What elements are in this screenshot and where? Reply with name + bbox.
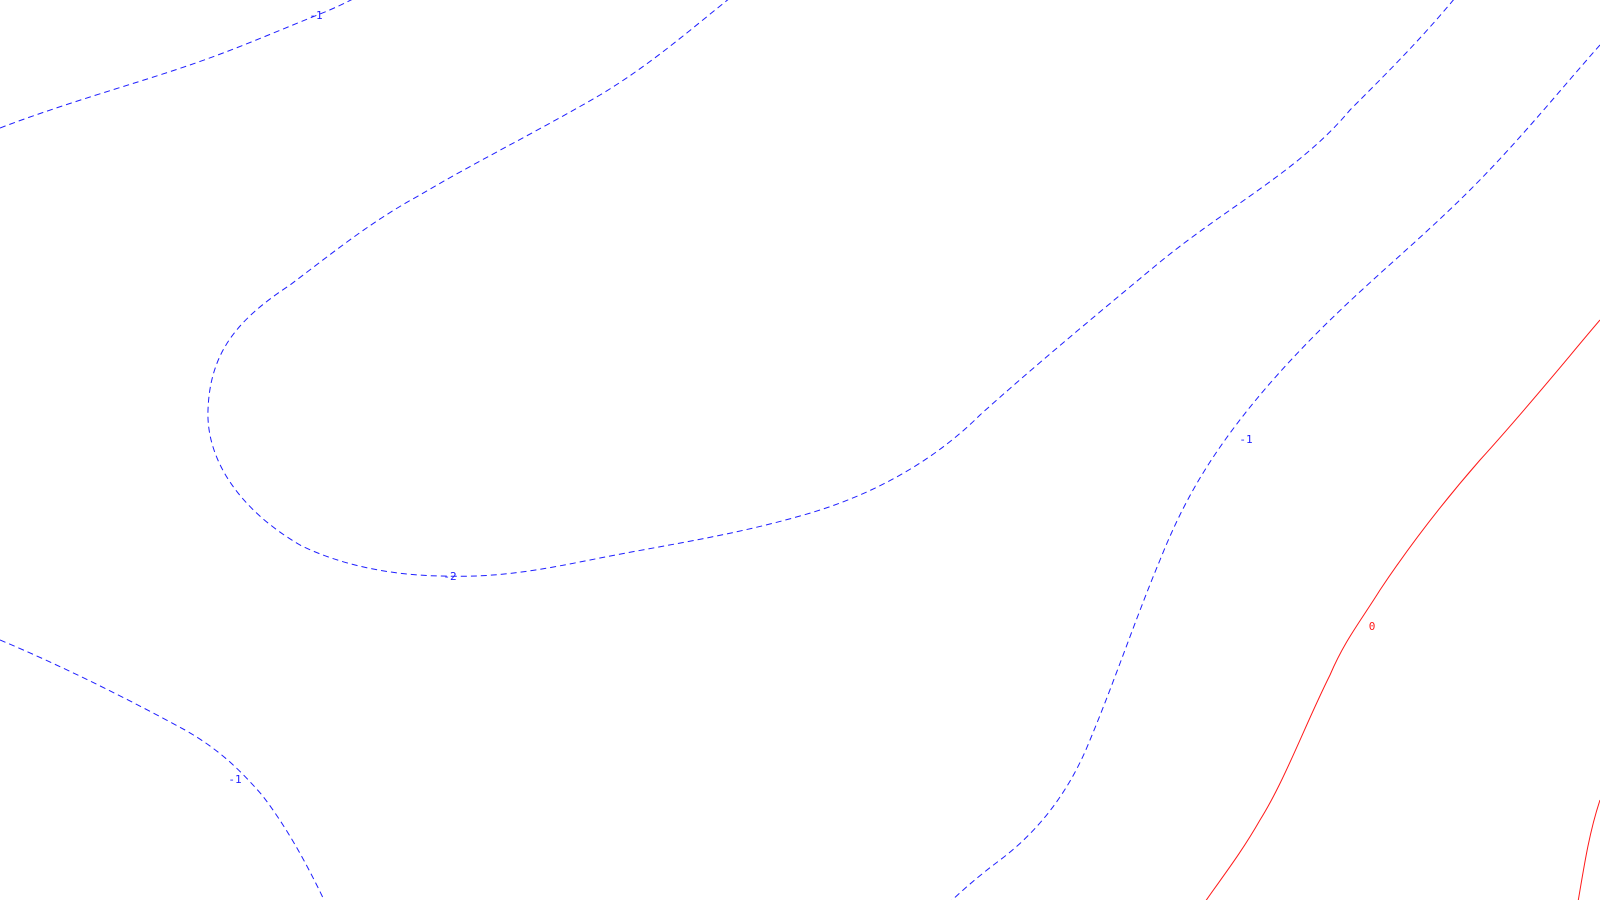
contour-line-minus2 bbox=[207, 0, 1454, 577]
contour-label: -1 bbox=[228, 773, 241, 786]
contour-label: -1 bbox=[309, 9, 322, 22]
contour-line-minus1-right bbox=[951, 44, 1600, 900]
contour-line-zero-edge bbox=[1577, 799, 1600, 900]
contour-label: -2 bbox=[443, 570, 456, 583]
contour-line-minus1-top-left bbox=[0, 0, 353, 129]
contour-label: -1 bbox=[1239, 433, 1252, 446]
contour-line-zero bbox=[1205, 319, 1600, 900]
contour-line-minus1-bottom-left bbox=[0, 639, 325, 900]
contour-label: 0 bbox=[1369, 620, 1376, 633]
